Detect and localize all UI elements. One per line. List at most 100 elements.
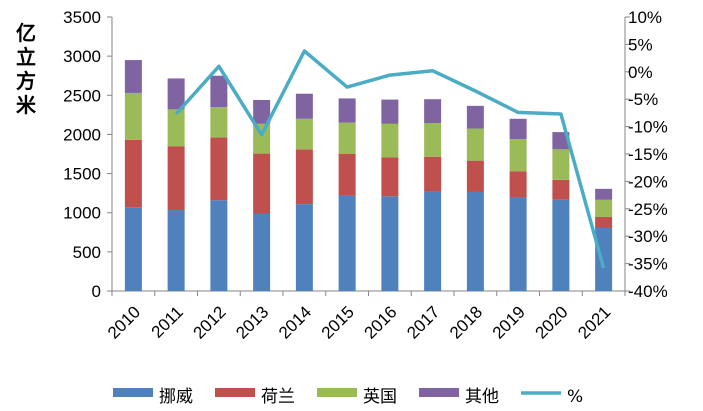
y-tick-label: 1500 (63, 165, 101, 184)
bar (295, 149, 313, 205)
y-tick-label: 2500 (63, 86, 101, 105)
bar (124, 139, 142, 208)
bar (381, 123, 399, 158)
bar (124, 92, 142, 140)
bar (424, 123, 442, 157)
bar (466, 105, 484, 129)
x-tick-label: 2016 (361, 302, 401, 342)
bar (466, 160, 484, 192)
bar-series (124, 60, 613, 291)
bar (295, 93, 313, 119)
line-series-path (174, 49, 606, 269)
bar (466, 128, 484, 161)
bar (338, 98, 356, 123)
x-tick-label: 2017 (403, 302, 443, 342)
bar (595, 227, 613, 291)
line-series (174, 49, 606, 269)
bar (167, 209, 185, 291)
bar (552, 199, 570, 291)
x-tick-label: 2021 (574, 302, 614, 342)
bar (381, 157, 399, 197)
legend-label: 英国 (363, 387, 397, 407)
bar (595, 199, 613, 218)
bar (210, 137, 228, 201)
y-tick-label: 1000 (63, 204, 101, 223)
x-tick-label: 2012 (190, 302, 230, 342)
y-axis-ticks: 0 500 1000 1500 2000 2500 3000 3500 (63, 8, 112, 301)
bar (338, 122, 356, 154)
bar (381, 196, 399, 291)
x-tick-label: 2011 (148, 302, 187, 341)
bar (210, 200, 228, 291)
bar (552, 179, 570, 200)
legend-swatch (419, 388, 459, 397)
bar (338, 154, 356, 196)
x-tick-label: 2014 (275, 302, 315, 342)
bar (338, 195, 356, 291)
bar (295, 118, 313, 150)
y2-tick-label: -5% (628, 90, 658, 109)
bar (595, 217, 613, 228)
bar (509, 139, 527, 172)
legend: 挪威 荷兰 英国 其他% (113, 387, 583, 407)
x-tick-label: 2010 (104, 302, 144, 342)
bar (295, 204, 313, 291)
bar (124, 207, 142, 291)
x-tick-label: 2015 (318, 302, 358, 342)
legend-label: 荷兰 (261, 387, 295, 407)
bar (595, 188, 613, 200)
bar (167, 146, 185, 210)
bar (424, 156, 442, 192)
bar (424, 99, 442, 124)
y2-tick-label: -30% (628, 227, 668, 246)
y-tick-label: 3000 (63, 47, 101, 66)
y2-tick-label: -10% (628, 118, 668, 137)
y-tick-label: 500 (73, 243, 101, 262)
legend-label: 其他 (465, 387, 499, 407)
y2-tick-label: 0% (628, 63, 653, 82)
bar (124, 60, 142, 93)
legend-swatch (113, 388, 153, 397)
y-tick-label: 2000 (63, 125, 101, 144)
y2-tick-label: 10% (628, 8, 662, 27)
y-tick-label: 3500 (63, 8, 101, 27)
y2-axis-ticks: 10% 5% 0% -5% -10% -15% -20% -25% -30% -35% -40% (625, 8, 668, 301)
bar (552, 149, 570, 180)
bar (424, 191, 442, 291)
bar (509, 171, 527, 198)
legend-label: 挪威 (159, 387, 193, 407)
bar (466, 191, 484, 291)
x-tick-label: 2019 (489, 302, 529, 342)
bar (210, 75, 228, 108)
axes (111, 17, 626, 292)
bar (167, 109, 185, 147)
y-tick-label: 0 (92, 282, 101, 301)
bar (253, 153, 271, 214)
legend-swatch (215, 388, 255, 397)
y-axis-label-char: 米 (16, 93, 37, 117)
x-tick-label: 2020 (532, 302, 572, 342)
y2-tick-label: 5% (628, 35, 653, 54)
y-axis-label-char: 方 (16, 69, 36, 93)
bar (167, 78, 185, 110)
bar (509, 118, 527, 140)
bar (509, 197, 527, 291)
y2-tick-label: -35% (628, 255, 668, 274)
bar (253, 99, 271, 124)
y2-tick-label: -40% (628, 282, 668, 301)
x-tick-label: 2018 (446, 302, 486, 342)
bar (381, 99, 399, 124)
y2-tick-label: -20% (628, 172, 668, 191)
legend-swatch (317, 388, 357, 397)
y-axis-label-char: 立 (16, 45, 36, 69)
bar (253, 213, 271, 291)
y2-tick-label: -15% (628, 145, 668, 164)
bar (552, 132, 570, 150)
bar (210, 107, 228, 138)
y-axis-label-char: 亿 (16, 21, 36, 45)
y2-tick-label: -25% (628, 200, 668, 219)
x-tick-label: 2013 (232, 302, 272, 342)
